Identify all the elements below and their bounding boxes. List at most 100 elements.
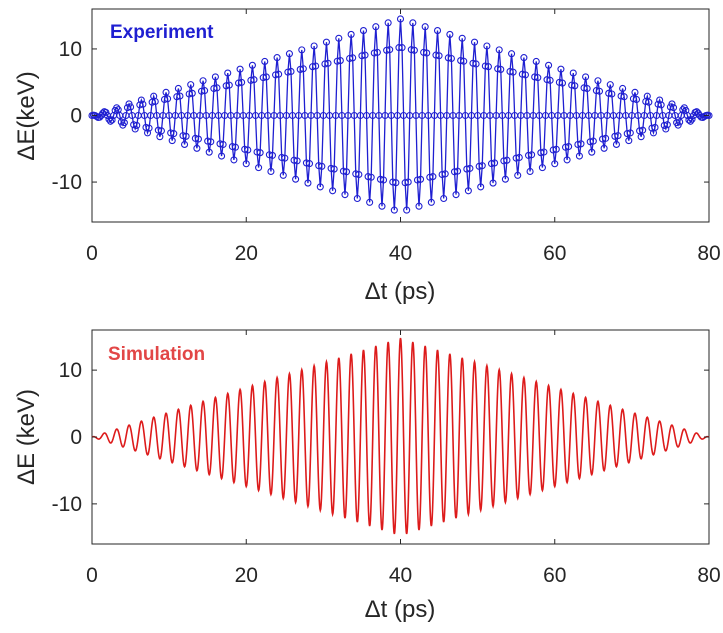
experiment-data-point (162, 88, 170, 96)
experiment-annotation: Experiment (110, 22, 214, 43)
x-tick-label: 0 (86, 242, 98, 265)
experiment-data-point (501, 175, 509, 183)
experiment-data-point (583, 84, 591, 93)
experiment-data-point (285, 50, 293, 58)
experiment-data-point (475, 162, 483, 170)
simulation-annotation: Simulation (108, 344, 205, 365)
experiment-data-point (421, 23, 429, 31)
experiment-data-point (234, 79, 243, 87)
experiment-data-point (330, 165, 338, 173)
experiment-data-point (552, 145, 560, 153)
experiment-data-point (230, 156, 238, 164)
experiment-data-point (378, 202, 386, 210)
experiment-data-point (160, 95, 169, 104)
experiment-data-point (663, 121, 671, 129)
experiment-data-point (347, 30, 355, 38)
experiment-data-point (611, 132, 619, 140)
experiment-data-point (410, 46, 418, 54)
experiment-data-point (310, 42, 318, 50)
experiment-data-point (409, 19, 417, 27)
x-tick-label: 60 (543, 242, 566, 265)
x-tick-label: 60 (543, 564, 566, 587)
experiment-data-point (441, 170, 449, 178)
experiment-data-point (255, 164, 263, 172)
experiment-data-point (154, 126, 162, 134)
experiment-data-point (302, 159, 310, 167)
experiment-data-point (637, 133, 645, 141)
experiment-data-point (205, 148, 213, 156)
y-tick-label: 0 (70, 105, 82, 128)
experiment-data-point (484, 63, 492, 71)
experiment-data-point (352, 170, 360, 178)
experiment-data-point (557, 65, 565, 73)
experiment-data-point (386, 46, 394, 54)
experiment-data-point (279, 171, 287, 179)
experiment-data-point (224, 69, 232, 77)
experiment-data-point (568, 81, 576, 89)
experiment-data-point (565, 143, 573, 151)
simulation-series (91, 337, 710, 535)
y-ticks-experiment: 10 0 -10 (52, 38, 709, 194)
x-tick-label: 80 (697, 564, 720, 587)
experiment-data-point (625, 137, 633, 145)
experiment-data-point (278, 153, 286, 162)
experiment-data-point (341, 191, 349, 199)
x-ticks-simulation: 0 20 40 60 80 (86, 330, 721, 587)
experiment-data-point (179, 132, 187, 140)
experiment-data-point (372, 23, 380, 31)
experiment-data-point (606, 81, 614, 89)
experiment-data-point (561, 143, 570, 151)
experiment-data-point (558, 79, 567, 87)
experiment-data-point (256, 149, 264, 157)
experiment-data-point (315, 162, 323, 170)
experiment-data-point (322, 38, 331, 46)
experiment-data-point (582, 73, 590, 81)
experiment-data-point (619, 84, 627, 93)
experiment-data-point (612, 140, 621, 148)
experiment-data-point (143, 129, 152, 137)
experiment-data-point (130, 121, 138, 129)
experiment-data-point (452, 191, 460, 199)
experiment-data-point (614, 132, 622, 140)
experiment-data-point (272, 71, 280, 79)
experiment-data-point (594, 77, 602, 85)
experiment-data-point (427, 198, 435, 206)
plot-area-simulation (91, 329, 710, 545)
experiment-data-point (538, 164, 546, 172)
experiment-data-point (420, 48, 428, 56)
experiment-data-point (259, 74, 267, 82)
experiment-data-point (324, 59, 332, 67)
experiment-data-point (526, 167, 534, 176)
experiment-data-point (361, 51, 369, 59)
experiment-data-point (654, 100, 662, 108)
x-axis-label-simulation: Δt (ps) (365, 596, 436, 623)
experiment-data-point (543, 76, 551, 84)
experiment-data-point (648, 124, 656, 132)
experiment-data-point (512, 154, 520, 162)
experiment-data-point (359, 27, 368, 35)
experiment-data-point (531, 73, 539, 81)
experiment-data-point (464, 187, 472, 195)
experiment-series (88, 15, 713, 214)
experiment-data-point (403, 206, 411, 214)
experiment-data-point (586, 138, 594, 146)
experiment-data-point (595, 87, 604, 95)
experiment-data-point (688, 115, 696, 123)
experiment-data-point (384, 19, 392, 27)
experiment-data-point (620, 93, 628, 101)
experiment-data-point (287, 67, 295, 76)
experiment-data-point (549, 146, 557, 154)
experiment-data-point (599, 135, 607, 143)
experiment-data-point (415, 202, 423, 210)
x-tick-label: 40 (389, 564, 412, 587)
experiment-data-point (108, 116, 116, 124)
experiment-data-point (500, 157, 508, 165)
y-tick-label: -10 (52, 493, 82, 516)
experiment-data-point (592, 87, 600, 95)
experiment-data-point (238, 78, 246, 86)
experiment-data-point (518, 70, 526, 78)
experiment-data-point (491, 159, 499, 167)
experiment-data-point (563, 156, 571, 164)
simulation-line (91, 337, 710, 535)
experiment-data-point (379, 176, 388, 184)
